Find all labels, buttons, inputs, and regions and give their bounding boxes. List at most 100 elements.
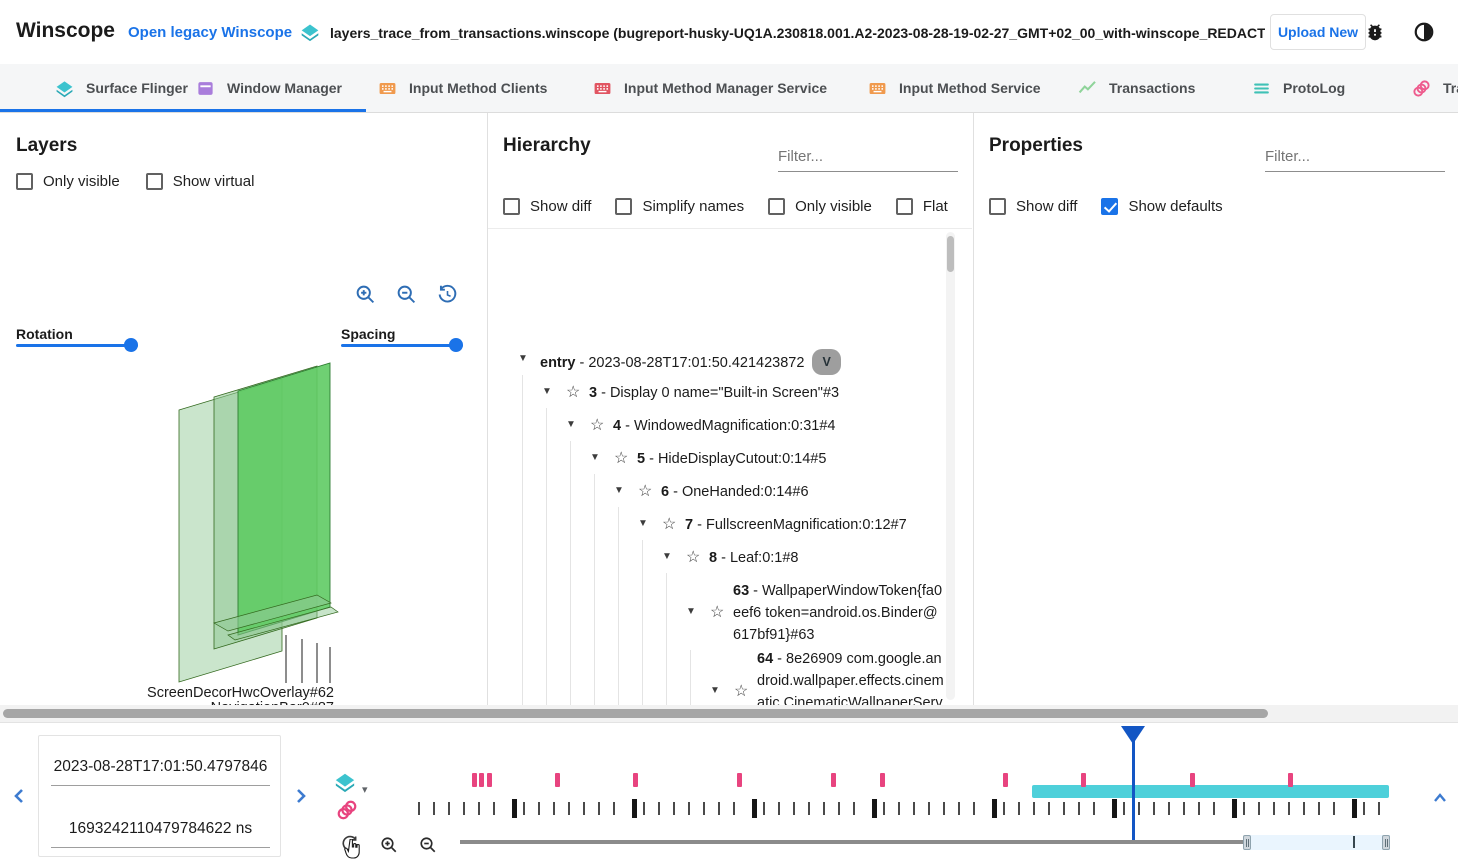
upload-new-button[interactable]: Upload New	[1270, 14, 1366, 50]
transactions-trace-selector-icon[interactable]	[336, 799, 358, 820]
tree-node-5[interactable]: ▼ ☆ 5 - HideDisplayCutout:0:14#5	[487, 448, 957, 470]
checkbox-only-visible[interactable]: Only visible	[16, 173, 120, 190]
tab-input-method-manager-service[interactable]: Input Method Manager Service	[593, 64, 827, 112]
range-handle-left[interactable]	[1243, 835, 1251, 850]
expand-collapse-icon[interactable]: ▼	[518, 353, 528, 364]
expand-collapse-icon[interactable]: ▼	[710, 685, 720, 696]
checkbox-box[interactable]	[615, 198, 633, 215]
horizontal-scrollbar-thumb[interactable]	[3, 709, 1268, 718]
tree-node-6[interactable]: ▼ ☆ 6 - OneHanded:0:14#6	[487, 481, 957, 503]
checkbox-show-diff[interactable]: Show diff	[503, 198, 591, 215]
tree-node-63[interactable]: ▼ ☆ 63 - WallpaperWindowToken{fa0eef6 toke…	[487, 580, 957, 646]
timestamp-ns-input[interactable]	[51, 820, 270, 848]
timeline-cursor-head[interactable]	[1121, 726, 1145, 746]
checkbox-show-diff[interactable]: Show diff	[989, 198, 1077, 215]
next-entry-button[interactable]	[292, 787, 310, 805]
checkbox-show-virtual[interactable]: Show virtual	[145, 173, 254, 190]
trace-event-marker[interactable]	[472, 773, 477, 787]
tab-window-manager[interactable]: Window Manager	[196, 64, 342, 112]
expand-collapse-icon[interactable]: ▼	[566, 419, 576, 430]
trace-event-marker[interactable]	[831, 773, 836, 787]
trace-event-marker[interactable]	[479, 773, 484, 787]
checkbox-box[interactable]	[16, 173, 33, 190]
tab-tra[interactable]: Tra	[1412, 64, 1458, 112]
checkbox-box[interactable]	[145, 173, 163, 190]
tree-node-7[interactable]: ▼ ☆ 7 - FullscreenMagnification:0:12#7	[487, 514, 957, 536]
timeline-zoom-out-icon[interactable]	[419, 836, 437, 854]
hierarchy-filter-input[interactable]	[778, 146, 958, 172]
spacing-slider-thumb[interactable]	[449, 338, 463, 352]
dark-mode-toggle-icon[interactable]	[1413, 21, 1435, 43]
rotation-slider[interactable]	[16, 338, 138, 352]
checkbox-show-defaults[interactable]: Show defaults	[1101, 198, 1223, 215]
checkbox-box[interactable]	[503, 198, 520, 215]
range-cursor-tick	[1353, 836, 1355, 848]
trace-event-marker[interactable]	[1288, 773, 1293, 787]
pin-star-icon[interactable]: ☆	[734, 683, 749, 700]
bug-report-icon[interactable]	[1364, 21, 1386, 43]
trace-event-marker[interactable]	[487, 773, 492, 787]
hierarchy-scrollbar-thumb[interactable]	[947, 236, 954, 272]
pin-star-icon[interactable]: ☆	[638, 483, 653, 500]
expand-collapse-icon[interactable]: ▼	[662, 551, 672, 562]
timeline-cursor[interactable]	[1132, 728, 1135, 842]
tree-node-3[interactable]: ▼ ☆ 3 - Display 0 name="Built-in Screen"#3	[487, 382, 957, 404]
checkbox-only-visible[interactable]: Only visible	[768, 198, 872, 215]
spacing-slider[interactable]	[341, 338, 463, 352]
pin-star-icon[interactable]: ☆	[662, 516, 677, 533]
expand-collapse-icon[interactable]: ▼	[590, 452, 600, 463]
reset-zoom-icon[interactable]	[341, 835, 359, 853]
checkbox-box[interactable]	[895, 198, 913, 215]
tree-node-8[interactable]: ▼ ☆ 8 - Leaf:0:1#8	[487, 547, 957, 569]
expand-collapse-icon[interactable]: ▼	[614, 485, 624, 496]
trace-event-marker[interactable]	[1190, 773, 1195, 787]
trace-event-marker[interactable]	[1081, 773, 1086, 787]
trace-event-marker[interactable]	[880, 773, 885, 787]
properties-filter-input[interactable]	[1265, 146, 1445, 172]
checkbox-flat[interactable]: Flat	[895, 198, 948, 215]
checkbox-simplify-names[interactable]: Simplify names	[615, 198, 744, 215]
expand-collapse-icon[interactable]: ▼	[686, 606, 696, 617]
pin-star-icon[interactable]: ☆	[686, 549, 701, 566]
tab-input-method-service[interactable]: Input Method Service	[868, 64, 1041, 112]
trace-event-marker[interactable]	[633, 773, 638, 787]
active-trace-selection-bar[interactable]	[1032, 785, 1389, 798]
zoom-in-icon[interactable]	[355, 284, 376, 305]
checkbox-box[interactable]	[768, 198, 786, 215]
timeline-range-track[interactable]	[460, 840, 1247, 844]
zoom-out-icon[interactable]	[396, 284, 417, 305]
collapse-timeline-button[interactable]	[1431, 789, 1449, 807]
tree-node-64[interactable]: ▼ ☆ 64 - 8e26909 com.google.android.wallpa…	[487, 648, 957, 705]
trace-event-marker[interactable]	[555, 773, 560, 787]
trace-event-marker[interactable]	[1003, 773, 1008, 787]
layers-3d-view[interactable]	[90, 263, 430, 683]
panel-divider	[973, 113, 974, 705]
expand-collapse-icon[interactable]: ▼	[542, 386, 552, 397]
pin-star-icon[interactable]: ☆	[710, 604, 725, 621]
checkbox-box[interactable]	[989, 198, 1006, 215]
trace-event-marker[interactable]	[737, 773, 742, 787]
tab-protolog[interactable]: ProtoLog	[1252, 64, 1345, 112]
reset-view-icon[interactable]	[437, 284, 458, 305]
rotation-slider-thumb[interactable]	[124, 338, 138, 352]
pin-star-icon[interactable]: ☆	[590, 417, 605, 434]
timeline-range-window[interactable]	[1247, 835, 1390, 850]
open-legacy-link[interactable]: Open legacy Winscope	[128, 24, 293, 41]
tab-surface-flinger[interactable]: Surface Flinger	[55, 64, 188, 112]
timestamp-human-input[interactable]	[51, 758, 270, 786]
tree-node-entry[interactable]: ▼ entry - 2023-08-28T17:01:50.421423872 V	[487, 349, 957, 375]
layers-trace-selector-icon[interactable]	[334, 771, 356, 793]
previous-entry-button[interactable]	[10, 787, 28, 805]
expand-collapse-icon[interactable]: ▼	[638, 518, 648, 529]
tab-input-method-clients[interactable]: Input Method Clients	[378, 64, 547, 112]
checkbox-box[interactable]	[1101, 198, 1119, 215]
trace-selector-dropdown-icon[interactable]: ▾	[362, 784, 368, 796]
timeline-zoom-in-icon[interactable]	[380, 836, 398, 854]
range-handle-right[interactable]	[1382, 835, 1390, 850]
hierarchy-scrollbar-track[interactable]	[946, 232, 955, 700]
horizontal-scrollbar[interactable]	[0, 705, 1458, 722]
pin-star-icon[interactable]: ☆	[614, 450, 629, 467]
tab-transactions[interactable]: Transactions	[1078, 64, 1195, 112]
tree-node-4[interactable]: ▼ ☆ 4 - WindowedMagnification:0:31#4	[487, 415, 957, 437]
pin-star-icon[interactable]: ☆	[566, 384, 581, 401]
